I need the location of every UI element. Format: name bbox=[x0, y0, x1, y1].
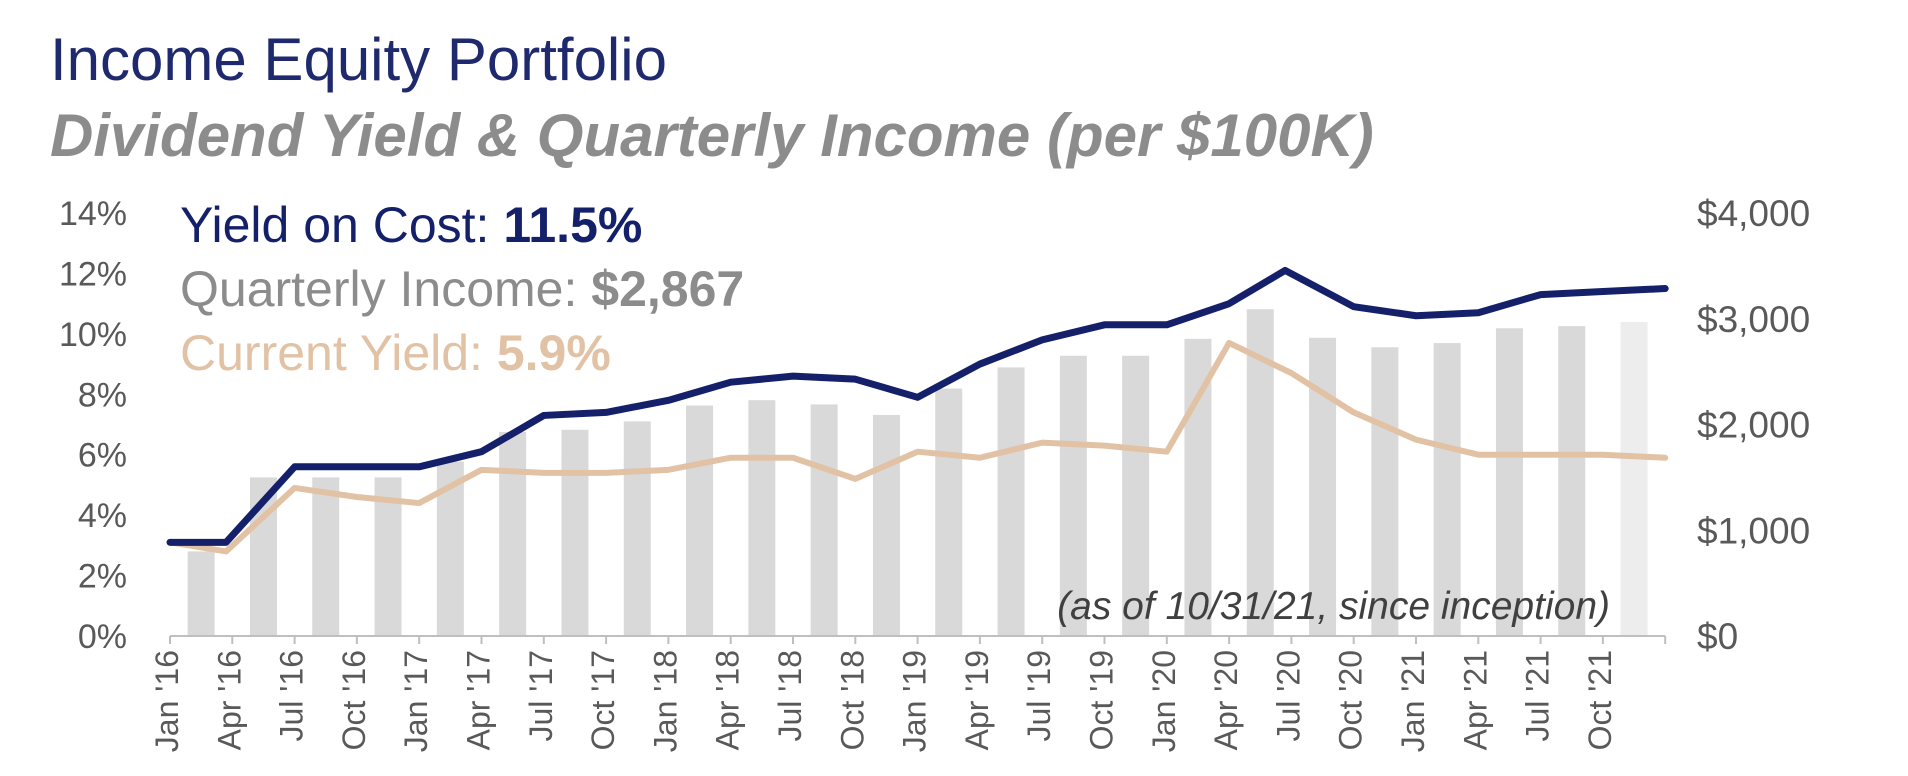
x-axis-tick-label: Jan '16 bbox=[149, 650, 185, 752]
x-axis-tick-label: Jan '20 bbox=[1146, 650, 1182, 752]
x-axis-tick-label: Jan '18 bbox=[647, 650, 683, 752]
right-axis-tick-label: $4,000 bbox=[1697, 193, 1810, 234]
legend-current-yield: Current Yield: 5.9% bbox=[180, 325, 611, 381]
legend-quarterly-income-label: Quarterly Income: bbox=[180, 261, 591, 317]
income-bar bbox=[1371, 347, 1399, 636]
x-axis-tick-label: Jan '17 bbox=[398, 650, 434, 752]
x-axis-tick-label: Apr '16 bbox=[211, 650, 247, 750]
left-axis-tick-label: 2% bbox=[78, 558, 127, 596]
x-axis-tick-label: Oct '18 bbox=[834, 650, 870, 750]
income-bar bbox=[1433, 343, 1461, 636]
x-axis-tick-label: Jul '16 bbox=[274, 650, 310, 742]
legend-quarterly-income-value: $2,867 bbox=[591, 261, 744, 317]
left-axis-tick-label: 0% bbox=[78, 618, 127, 656]
income-bar bbox=[1495, 328, 1523, 636]
chart-subtitle: Dividend Yield & Quarterly Income (per $… bbox=[50, 102, 1374, 169]
x-axis-tick-label: Apr '20 bbox=[1208, 650, 1244, 750]
income-bar bbox=[935, 388, 963, 636]
right-axis-tick-label: $1,000 bbox=[1697, 510, 1810, 551]
income-bar bbox=[872, 414, 900, 636]
legend-current-yield-label: Current Yield: bbox=[180, 325, 497, 381]
income-bar bbox=[1558, 326, 1586, 636]
page-title: Income Equity Portfolio bbox=[50, 26, 667, 93]
legend-yield-on-cost-value: 11.5% bbox=[503, 197, 642, 253]
left-axis-tick-label: 6% bbox=[78, 437, 127, 475]
income-bar bbox=[312, 477, 340, 636]
income-bar bbox=[1620, 321, 1648, 636]
right-axis-tick-label: $0 bbox=[1697, 616, 1738, 657]
left-axis-tick-label: 4% bbox=[78, 497, 127, 535]
left-axis-tick-label: 10% bbox=[59, 316, 127, 354]
left-axis-tick-label: 8% bbox=[78, 376, 127, 414]
current-yield-line bbox=[167, 339, 1669, 555]
income-bar bbox=[810, 404, 838, 636]
income-bar bbox=[623, 421, 651, 636]
axes: 0% 2% 4% 6% 8% 10% 12% 14% $0 $1,000 $2,000 $3,000 $… bbox=[59, 193, 1810, 752]
x-axis-tick-label: Apr '21 bbox=[1457, 650, 1493, 750]
x-axis-tick-label: Apr '18 bbox=[710, 650, 746, 750]
income-bar bbox=[561, 429, 589, 636]
x-axis-tick-label: Jul '18 bbox=[772, 650, 808, 742]
x-axis-tick-label: Apr '19 bbox=[959, 650, 995, 750]
chart-annotation: (as of 10/31/21, since inception) bbox=[1057, 585, 1610, 628]
income-bar bbox=[1059, 355, 1087, 636]
income-bar bbox=[499, 431, 527, 636]
legend-current-yield-value: 5.9% bbox=[497, 325, 611, 381]
x-axis-tick-label: Oct '17 bbox=[585, 650, 621, 750]
x-axis-tick-label: Jan '19 bbox=[897, 650, 933, 752]
x-axis-tick-label: Jan '21 bbox=[1395, 650, 1431, 752]
x-axis-tick-label: Jul '21 bbox=[1520, 650, 1556, 742]
x-axis-tick-label: Apr '17 bbox=[461, 650, 497, 750]
x-axis-tick-label: Oct '16 bbox=[336, 650, 372, 750]
right-axis-tick-label: $3,000 bbox=[1697, 299, 1810, 340]
x-axis-tick-label: Oct '19 bbox=[1084, 650, 1120, 750]
x-axis-tick-label: Jul '20 bbox=[1270, 650, 1306, 742]
income-bar bbox=[1184, 338, 1212, 636]
income-bar bbox=[686, 405, 714, 636]
x-axis-tick-label: Oct '21 bbox=[1582, 650, 1618, 750]
yield-lines bbox=[166, 266, 1669, 555]
legend-yield-on-cost-label: Yield on Cost: bbox=[180, 197, 503, 253]
yield-on-cost-line bbox=[166, 266, 1669, 546]
income-bar bbox=[1122, 355, 1150, 636]
legend-yield-on-cost: Yield on Cost: 11.5% bbox=[180, 197, 642, 253]
left-axis-tick-label: 12% bbox=[59, 255, 127, 293]
left-axis-tick-label: 14% bbox=[59, 195, 127, 233]
x-axis-tick-label: Jul '19 bbox=[1021, 650, 1057, 742]
x-axis-tick-label: Jul '17 bbox=[523, 650, 559, 742]
income-bar bbox=[187, 551, 215, 636]
legend-quarterly-income: Quarterly Income: $2,867 bbox=[180, 261, 744, 317]
x-axis-tick-label: Oct '20 bbox=[1333, 650, 1369, 750]
income-bar bbox=[997, 367, 1025, 636]
right-axis-tick-label: $2,000 bbox=[1697, 405, 1810, 446]
income-bar bbox=[748, 400, 776, 636]
